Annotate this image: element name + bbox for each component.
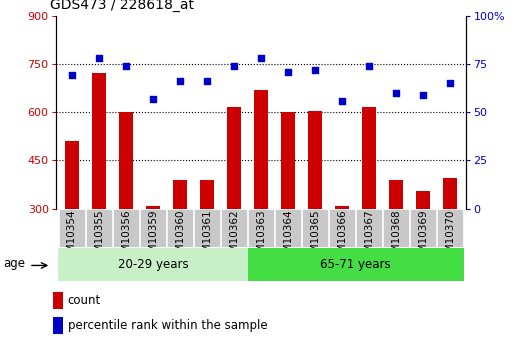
Text: GSM10368: GSM10368 — [391, 210, 401, 266]
Text: GSM10361: GSM10361 — [202, 210, 212, 266]
Bar — [248, 209, 274, 247]
Text: 20-29 years: 20-29 years — [118, 258, 188, 271]
Point — [95, 55, 103, 61]
Bar — [275, 209, 301, 247]
Bar — [417, 191, 430, 209]
Point — [338, 98, 346, 103]
Point — [311, 67, 319, 72]
Bar — [281, 112, 295, 209]
Bar — [54, 292, 63, 309]
Text: count: count — [68, 294, 101, 307]
Bar — [65, 141, 78, 209]
Point — [284, 69, 292, 74]
Point — [392, 90, 400, 96]
Bar — [390, 180, 403, 209]
Text: GSM10365: GSM10365 — [310, 210, 320, 266]
Bar — [173, 180, 187, 209]
Point — [257, 55, 265, 61]
Bar — [356, 209, 382, 247]
Text: 65-71 years: 65-71 years — [320, 258, 391, 271]
Text: GSM10363: GSM10363 — [256, 210, 266, 266]
Text: GSM10355: GSM10355 — [94, 210, 104, 266]
Bar — [119, 112, 132, 209]
Text: GSM10370: GSM10370 — [445, 210, 455, 266]
Point — [203, 78, 211, 84]
Point — [176, 78, 184, 84]
Point — [68, 73, 76, 78]
Text: GSM10369: GSM10369 — [418, 210, 428, 266]
Bar — [335, 206, 349, 209]
Text: GSM10354: GSM10354 — [67, 210, 77, 266]
Bar — [254, 90, 268, 209]
Bar — [227, 107, 241, 209]
Point — [365, 63, 373, 69]
Bar — [221, 209, 247, 247]
Bar — [92, 73, 105, 209]
Bar — [59, 209, 85, 247]
Bar — [248, 248, 464, 281]
Text: GSM10364: GSM10364 — [283, 210, 293, 266]
Bar — [437, 209, 463, 247]
Point — [122, 63, 130, 69]
Text: age: age — [3, 257, 25, 270]
Text: GDS473 / 228618_at: GDS473 / 228618_at — [50, 0, 195, 12]
Bar — [363, 107, 376, 209]
Bar — [200, 180, 214, 209]
Bar — [54, 317, 63, 334]
Text: GSM10362: GSM10362 — [229, 210, 239, 266]
Text: GSM10359: GSM10359 — [148, 210, 158, 266]
Text: GSM10366: GSM10366 — [337, 210, 347, 266]
Text: GSM10360: GSM10360 — [175, 210, 185, 266]
Point — [419, 92, 427, 98]
Bar — [329, 209, 355, 247]
Point — [230, 63, 239, 69]
Bar — [86, 209, 112, 247]
Bar — [113, 209, 139, 247]
Bar — [140, 209, 166, 247]
Bar — [194, 209, 220, 247]
Point — [149, 96, 157, 101]
Bar — [146, 206, 160, 209]
Bar — [444, 178, 457, 209]
Bar — [58, 248, 248, 281]
Bar — [410, 209, 436, 247]
Text: GSM10356: GSM10356 — [121, 210, 131, 266]
Text: GSM10367: GSM10367 — [364, 210, 374, 266]
Bar — [167, 209, 193, 247]
Text: percentile rank within the sample: percentile rank within the sample — [68, 319, 268, 332]
Point — [446, 80, 454, 86]
Bar — [308, 110, 322, 209]
Bar — [302, 209, 328, 247]
Bar — [383, 209, 409, 247]
